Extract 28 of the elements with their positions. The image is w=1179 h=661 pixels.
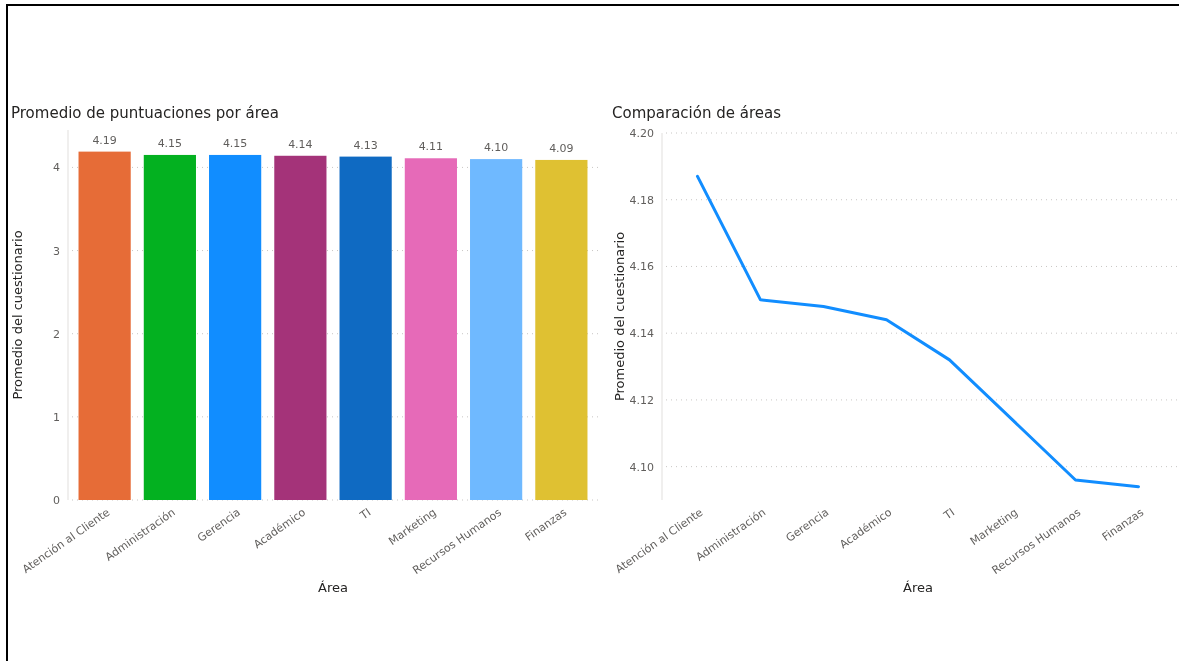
chart-title: Promedio de puntuaciones por área <box>11 104 279 122</box>
data-label: 4.13 <box>353 138 378 152</box>
data-label: 4.15 <box>157 136 183 150</box>
y-tick-label: 1 <box>53 410 60 424</box>
data-label: 4.11 <box>418 140 444 154</box>
data-label: 4.19 <box>92 133 117 147</box>
y-tick-label: 4 <box>53 161 60 175</box>
y-tick-label: 4.20 <box>629 127 654 140</box>
x-tick-label: TI <box>356 505 374 523</box>
y-tick-label: 4.16 <box>629 260 654 274</box>
y-tick-label: 2 <box>53 327 60 341</box>
data-label: 4.14 <box>288 137 313 151</box>
data-label: 4.09 <box>549 141 574 155</box>
y-tick-label: 3 <box>53 244 60 258</box>
x-tick-label: TI <box>940 505 958 523</box>
y-tick-label: 0 <box>53 494 60 507</box>
y-axis-title: Promedio del cuestionario <box>612 231 627 402</box>
y-tick-label: 4.12 <box>629 393 654 407</box>
x-axis-title: Área <box>318 580 348 595</box>
y-tick-label: 4.14 <box>629 327 654 341</box>
data-label: 4.10 <box>483 141 509 155</box>
y-tick-label: 4.18 <box>629 193 654 207</box>
data-label: 4.15 <box>222 136 248 150</box>
y-tick-label: 4.10 <box>629 460 654 474</box>
y-axis-title: Promedio del cuestionario <box>10 230 25 400</box>
line-series <box>696 174 1140 489</box>
chart-title: Comparación de áreas <box>612 104 782 122</box>
x-axis-title: Área <box>903 580 933 595</box>
